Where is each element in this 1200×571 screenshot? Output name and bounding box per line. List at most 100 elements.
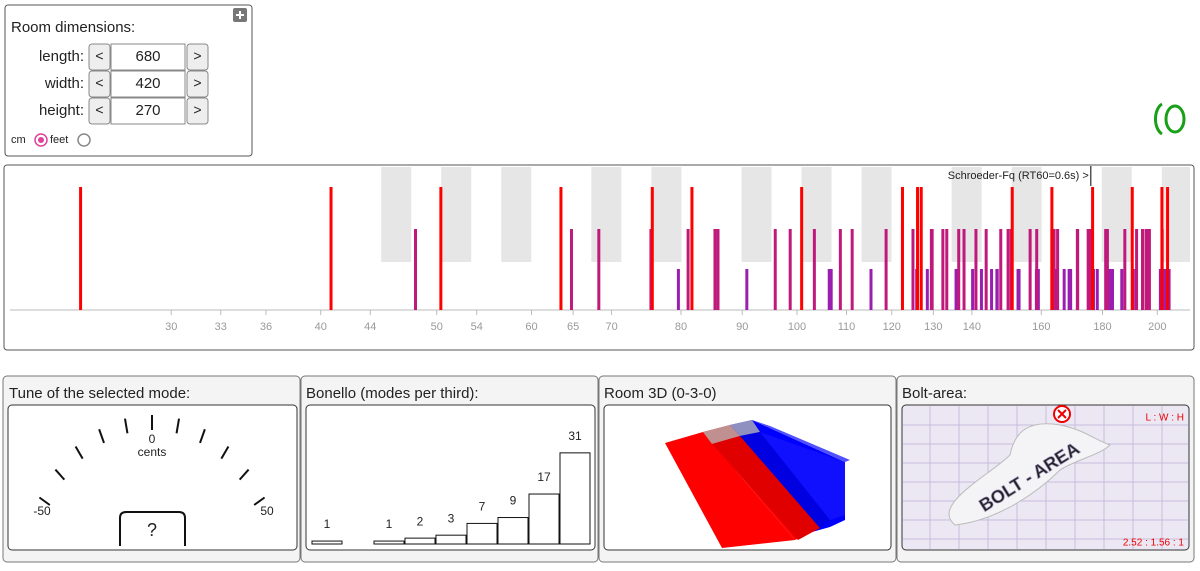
dimension-value: 680 — [135, 48, 160, 65]
button-label: < — [95, 48, 103, 64]
x-tick-label: 33 — [215, 321, 227, 333]
black-key — [501, 167, 532, 262]
input[interactable] — [110, 70, 186, 98]
x-tick-label: 30 — [165, 321, 177, 333]
bar-label: 9 — [510, 494, 517, 508]
logo — [1164, 104, 1186, 134]
x-tick-label: 65 — [567, 321, 579, 333]
logo — [1153, 102, 1163, 136]
bar — [311, 540, 343, 545]
bar — [559, 452, 591, 545]
reading-box — [119, 511, 186, 546]
dimension-label: width: — [44, 75, 84, 92]
button[interactable] — [88, 97, 111, 125]
button[interactable] — [88, 43, 111, 71]
x-tick-label: 110 — [838, 321, 856, 333]
x-tick-label: 180 — [1093, 321, 1111, 333]
ratio-value: 2.52 : 1.56 : 1 — [1123, 538, 1185, 549]
x-tick-label: 60 — [525, 321, 537, 333]
bar-label: 7 — [479, 500, 486, 514]
x-tick-label: 120 — [883, 321, 901, 333]
x-tick-label: 50 — [431, 321, 443, 333]
gauge-tick — [238, 468, 250, 481]
black-key — [801, 167, 832, 262]
bar-label: 3 — [448, 511, 455, 525]
x-tick-label: 40 — [315, 321, 327, 333]
x-tick-label: 140 — [963, 321, 981, 333]
unit-radio-dot — [38, 137, 44, 143]
button-label: > — [193, 75, 201, 91]
gauge-tick — [98, 428, 105, 444]
gauge-unit: cents — [138, 445, 167, 459]
gauge-tick — [54, 468, 66, 481]
bar-label: 1 — [324, 517, 331, 531]
bar — [528, 493, 560, 545]
gauge-tick — [123, 418, 129, 434]
gauge-max: 50 — [260, 504, 274, 518]
x-tick-label: 54 — [471, 321, 483, 333]
panel-title: Bonello (modes per third): — [306, 385, 479, 402]
panel-title: Room 3D (0-3-0) — [604, 385, 717, 402]
bar-label: 17 — [537, 470, 551, 484]
x-tick-label: 70 — [605, 321, 617, 333]
expand-icon — [236, 11, 244, 19]
bonello-box — [305, 404, 596, 551]
dimension-label: height: — [39, 102, 84, 119]
close-icon — [1057, 409, 1067, 419]
input[interactable] — [110, 97, 186, 125]
dimension-value: 270 — [135, 102, 160, 119]
room-3d — [665, 420, 850, 548]
panel-title: Bolt-area: — [902, 385, 967, 402]
gauge-tick — [38, 496, 51, 506]
dimension-value: 420 — [135, 75, 160, 92]
gauge-reading: ? — [147, 520, 157, 540]
gauge-tick — [199, 428, 206, 444]
black-key — [591, 167, 622, 262]
button-label: > — [193, 48, 201, 64]
bar — [466, 522, 498, 545]
x-tick-label: 80 — [675, 321, 687, 333]
button[interactable] — [186, 97, 209, 125]
bar — [404, 537, 436, 545]
bar-label: 31 — [568, 429, 582, 443]
x-tick-label: 44 — [364, 321, 376, 333]
bar — [373, 540, 405, 545]
unit-radio[interactable] — [77, 133, 91, 147]
button[interactable] — [186, 43, 209, 71]
button-label: > — [193, 102, 201, 118]
x-tick-label: 130 — [924, 321, 942, 333]
bar-label: 1 — [386, 517, 393, 531]
gauge-tick — [74, 446, 84, 460]
input[interactable] — [110, 43, 186, 71]
spectrum: 30 33 36 40 44 50 54 60 65 70 80 90 100 110 120 130 140 1… — [10, 166, 1190, 333]
x-tick-label: 200 — [1148, 321, 1166, 333]
bonello-bars: 1 1 2 3 7 9 17 31 — [311, 429, 591, 545]
room-title: Room dimensions: — [11, 19, 135, 36]
room-rows: length: <680 > width: <420 > height: <270 > cm fee… — [11, 43, 209, 147]
x-tick-label: 36 — [260, 321, 272, 333]
button[interactable] — [186, 70, 209, 98]
gauge-tick — [175, 418, 181, 434]
button-label: < — [95, 102, 103, 118]
annotation: Schroeder-Fq (RT60=0.6s) > — [948, 170, 1089, 182]
bar — [435, 534, 467, 545]
gauge-center: 0 — [149, 432, 156, 446]
gauge — [38, 415, 266, 506]
gauge-tick — [253, 496, 266, 506]
x-tick-label: 90 — [736, 321, 748, 333]
black-key — [441, 167, 472, 262]
ratio-header: L : W : H — [1145, 413, 1184, 424]
panel-title: Tune of the selected mode: — [9, 385, 190, 402]
black-key — [381, 167, 412, 262]
bar — [497, 517, 529, 545]
bolt-blob — [948, 423, 1111, 526]
black-key — [1161, 167, 1190, 262]
black-key — [741, 167, 772, 262]
dimension-label: length: — [39, 48, 84, 65]
unit-label: feet — [50, 134, 68, 146]
black-key — [651, 167, 682, 262]
gauge-min: -50 — [33, 504, 51, 518]
gauge-tick — [220, 446, 230, 460]
button[interactable] — [88, 70, 111, 98]
